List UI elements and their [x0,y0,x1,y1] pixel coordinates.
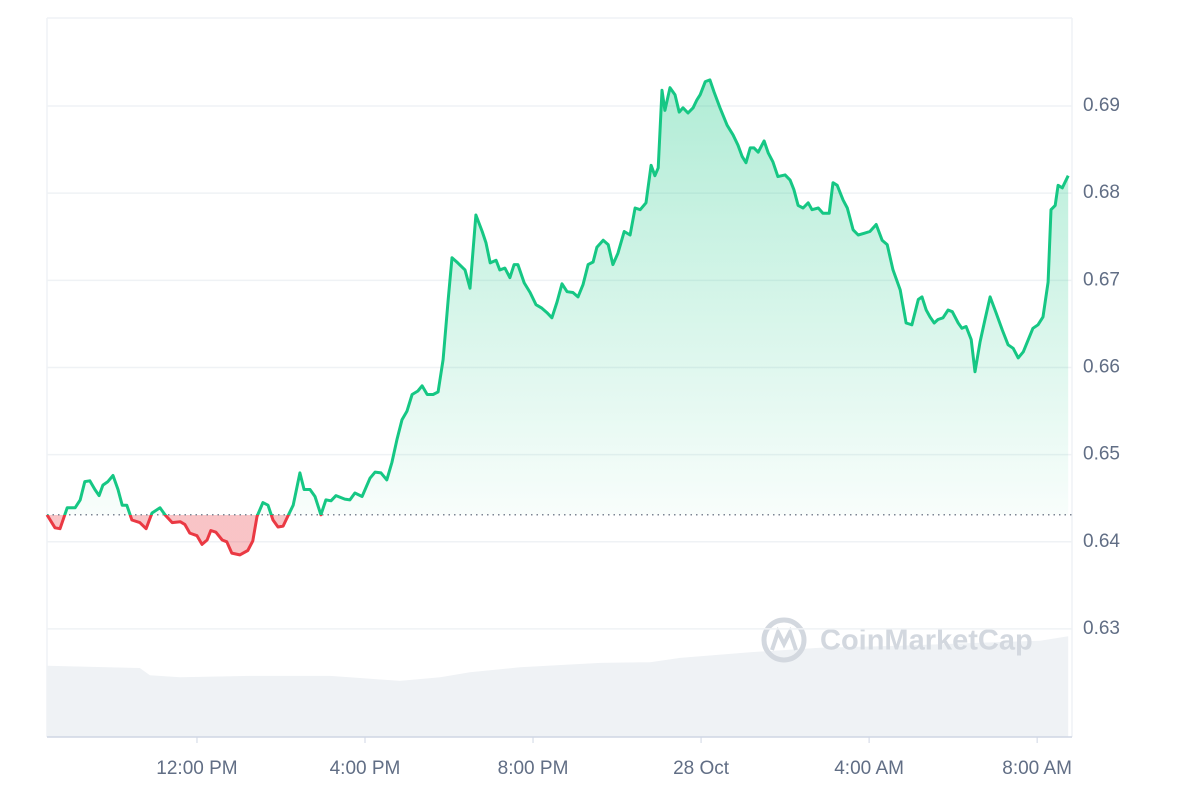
y-tick-label: 0.69 [1083,95,1120,116]
watermark-logo-mark [770,626,798,651]
x-tick-label: 8:00 AM [1002,758,1072,779]
watermark-logo [761,617,807,663]
price-line [45,78,1070,557]
watermark: CoinMarketCap [761,617,1033,663]
x-tick-label: 28 Oct [673,758,730,779]
x-tick-label: 4:00 PM [330,758,401,779]
price-area [47,79,1069,555]
y-tick-label: 0.64 [1083,531,1120,552]
x-tick-label: 4:00 AM [834,758,904,779]
y-tick-label: 0.68 [1083,182,1120,203]
x-tick-label: 12:00 PM [156,758,237,779]
x-tick-label: 8:00 PM [498,758,569,779]
y-tick-label: 0.66 [1083,356,1120,377]
watermark-text: CoinMarketCap [820,625,1033,657]
y-tick-label: 0.65 [1083,444,1120,465]
y-tick-label: 0.67 [1083,269,1120,290]
volume-area [47,636,1069,737]
y-tick-label: 0.63 [1083,618,1120,639]
